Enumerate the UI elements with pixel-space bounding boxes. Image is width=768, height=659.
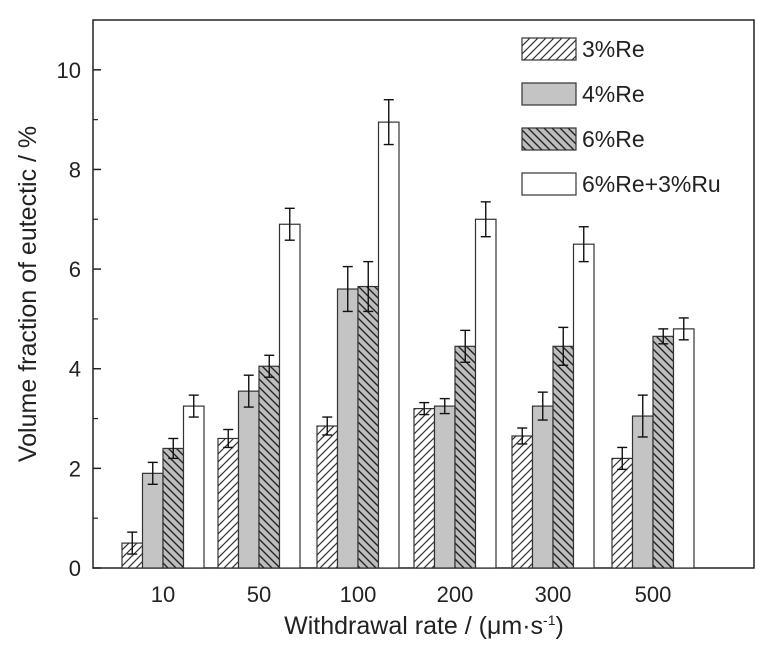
legend: 3%Re 4%Re 6%Re 6%Re+3%Ru [521,36,721,197]
x-tick-label: 10 [151,582,175,607]
bar [258,365,281,569]
bar [336,288,359,569]
x-tick-label: 200 [437,582,474,607]
y-tick-label: 4 [69,357,81,382]
bar [237,390,260,569]
bar [672,328,695,569]
bar [611,457,634,569]
y-tick-label: 2 [69,456,81,481]
bar [357,285,380,569]
bar [631,415,654,569]
bar [141,472,164,569]
x-tick-label: 500 [635,582,672,607]
bar [572,243,595,569]
y-tick-label: 10 [57,58,81,83]
bar [552,345,575,569]
y-axis: 0 2 4 6 8 10 [57,58,101,581]
x-tick-label: 100 [340,582,377,607]
bar [182,405,205,569]
legend-label: 6%Re+3%Ru [582,171,721,197]
bars [121,121,695,569]
bar [377,121,400,569]
y-tick-label: 0 [69,556,81,581]
legend-swatch [521,37,577,61]
bar [511,435,534,569]
bar [454,345,477,569]
bar [474,218,497,569]
y-tick-label: 6 [69,257,81,282]
bar [433,405,456,569]
x-axis-title-main: Withdrawal rate / (μm·s [284,612,543,640]
bar [652,335,675,569]
legend-swatch [521,127,577,151]
legend-swatch [521,172,577,196]
x-tick-label: 300 [535,582,572,607]
y-axis-title: Volume fraction of eutectic / % [14,126,42,462]
x-axis-title-sup: -1 [543,612,556,628]
bar [162,447,185,569]
x-axis-title-suffix: ) [556,612,564,640]
bar [217,437,240,569]
bar [316,425,339,569]
bar [278,223,301,569]
y-tick-label: 8 [69,157,81,182]
x-tick-label: 50 [247,582,271,607]
legend-label: 6%Re [582,126,645,152]
x-axis-title: Withdrawal rate / (μm·s-1) [284,612,564,640]
legend-label: 3%Re [582,36,645,62]
bar [413,407,436,569]
legend-swatch [521,82,577,106]
error-bars [127,99,689,555]
legend-label: 4%Re [582,81,645,107]
bar [531,405,554,569]
